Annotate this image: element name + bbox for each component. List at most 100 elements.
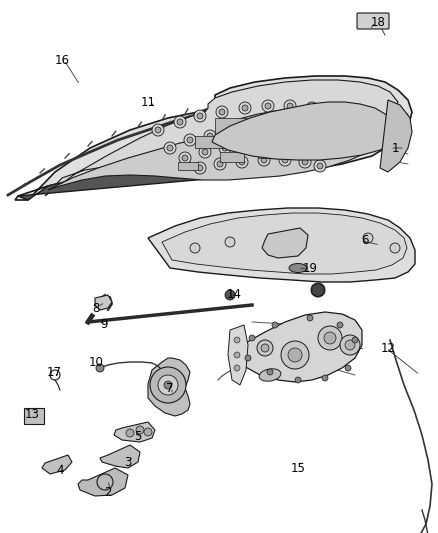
Circle shape (150, 367, 186, 403)
Circle shape (314, 160, 326, 172)
Circle shape (242, 105, 248, 111)
Bar (215, 118, 250, 134)
Circle shape (279, 154, 291, 166)
Circle shape (167, 145, 173, 151)
Polygon shape (48, 108, 388, 190)
Circle shape (144, 428, 152, 436)
Ellipse shape (259, 369, 281, 381)
Circle shape (249, 335, 255, 341)
Circle shape (294, 124, 306, 136)
Circle shape (202, 149, 208, 155)
Circle shape (314, 126, 326, 138)
Circle shape (306, 140, 318, 152)
Text: 17: 17 (46, 367, 61, 379)
Circle shape (179, 152, 191, 164)
Circle shape (352, 337, 358, 343)
Text: 14: 14 (226, 288, 241, 302)
Polygon shape (78, 468, 128, 496)
Polygon shape (100, 445, 140, 468)
Circle shape (249, 124, 261, 136)
Circle shape (309, 105, 315, 111)
Circle shape (155, 127, 161, 133)
Polygon shape (262, 228, 308, 258)
Circle shape (164, 142, 176, 154)
Circle shape (252, 127, 258, 133)
Polygon shape (18, 172, 240, 200)
Text: 16: 16 (54, 53, 70, 67)
Circle shape (337, 133, 343, 139)
Polygon shape (162, 213, 407, 274)
Circle shape (174, 116, 186, 128)
Text: 9: 9 (100, 319, 108, 332)
Circle shape (229, 129, 235, 135)
Text: 7: 7 (166, 382, 174, 394)
Text: 13: 13 (25, 408, 39, 422)
Text: 4: 4 (56, 464, 64, 477)
Circle shape (327, 147, 333, 153)
Circle shape (288, 348, 302, 362)
Circle shape (242, 140, 254, 152)
Circle shape (158, 375, 178, 395)
Circle shape (197, 113, 203, 119)
Circle shape (262, 100, 274, 112)
Polygon shape (312, 283, 324, 297)
Bar (220, 152, 244, 162)
Circle shape (363, 233, 373, 243)
Circle shape (226, 126, 238, 138)
Circle shape (194, 110, 206, 122)
Text: 6: 6 (361, 235, 369, 247)
Bar (24, 408, 44, 424)
Bar (240, 132, 266, 144)
Circle shape (214, 158, 226, 170)
Circle shape (261, 344, 269, 352)
Bar (345, 122, 363, 132)
Polygon shape (148, 208, 415, 282)
Circle shape (309, 143, 315, 149)
Circle shape (164, 381, 172, 389)
Bar (258, 148, 280, 158)
Text: 11: 11 (141, 95, 155, 109)
Circle shape (302, 159, 308, 165)
Circle shape (334, 130, 346, 142)
Circle shape (96, 364, 104, 372)
Circle shape (311, 283, 325, 297)
Circle shape (136, 426, 144, 434)
Circle shape (362, 119, 368, 125)
Polygon shape (380, 100, 412, 172)
Text: 12: 12 (381, 342, 396, 354)
Circle shape (352, 136, 364, 148)
Circle shape (340, 335, 360, 355)
Circle shape (239, 102, 251, 114)
Circle shape (284, 100, 296, 112)
Circle shape (207, 133, 213, 139)
Polygon shape (15, 76, 412, 200)
Circle shape (194, 162, 206, 174)
Text: 3: 3 (124, 456, 132, 470)
Polygon shape (238, 312, 362, 382)
Bar (285, 130, 311, 142)
Circle shape (272, 124, 284, 136)
Circle shape (281, 341, 309, 369)
Circle shape (275, 127, 281, 133)
Circle shape (225, 290, 235, 300)
Text: 19: 19 (303, 262, 318, 276)
Circle shape (289, 141, 295, 147)
Bar (195, 136, 223, 148)
Circle shape (222, 145, 228, 151)
Circle shape (272, 322, 278, 328)
Circle shape (282, 157, 288, 163)
Circle shape (219, 142, 231, 154)
Circle shape (287, 103, 293, 109)
Polygon shape (228, 325, 248, 385)
Circle shape (390, 243, 400, 253)
Circle shape (190, 243, 200, 253)
Circle shape (197, 165, 203, 171)
Circle shape (326, 104, 338, 116)
Bar (260, 114, 290, 128)
Polygon shape (148, 358, 190, 416)
Circle shape (187, 137, 193, 143)
Circle shape (245, 355, 251, 361)
Text: 5: 5 (134, 431, 141, 443)
Circle shape (177, 119, 183, 125)
Circle shape (318, 326, 342, 350)
